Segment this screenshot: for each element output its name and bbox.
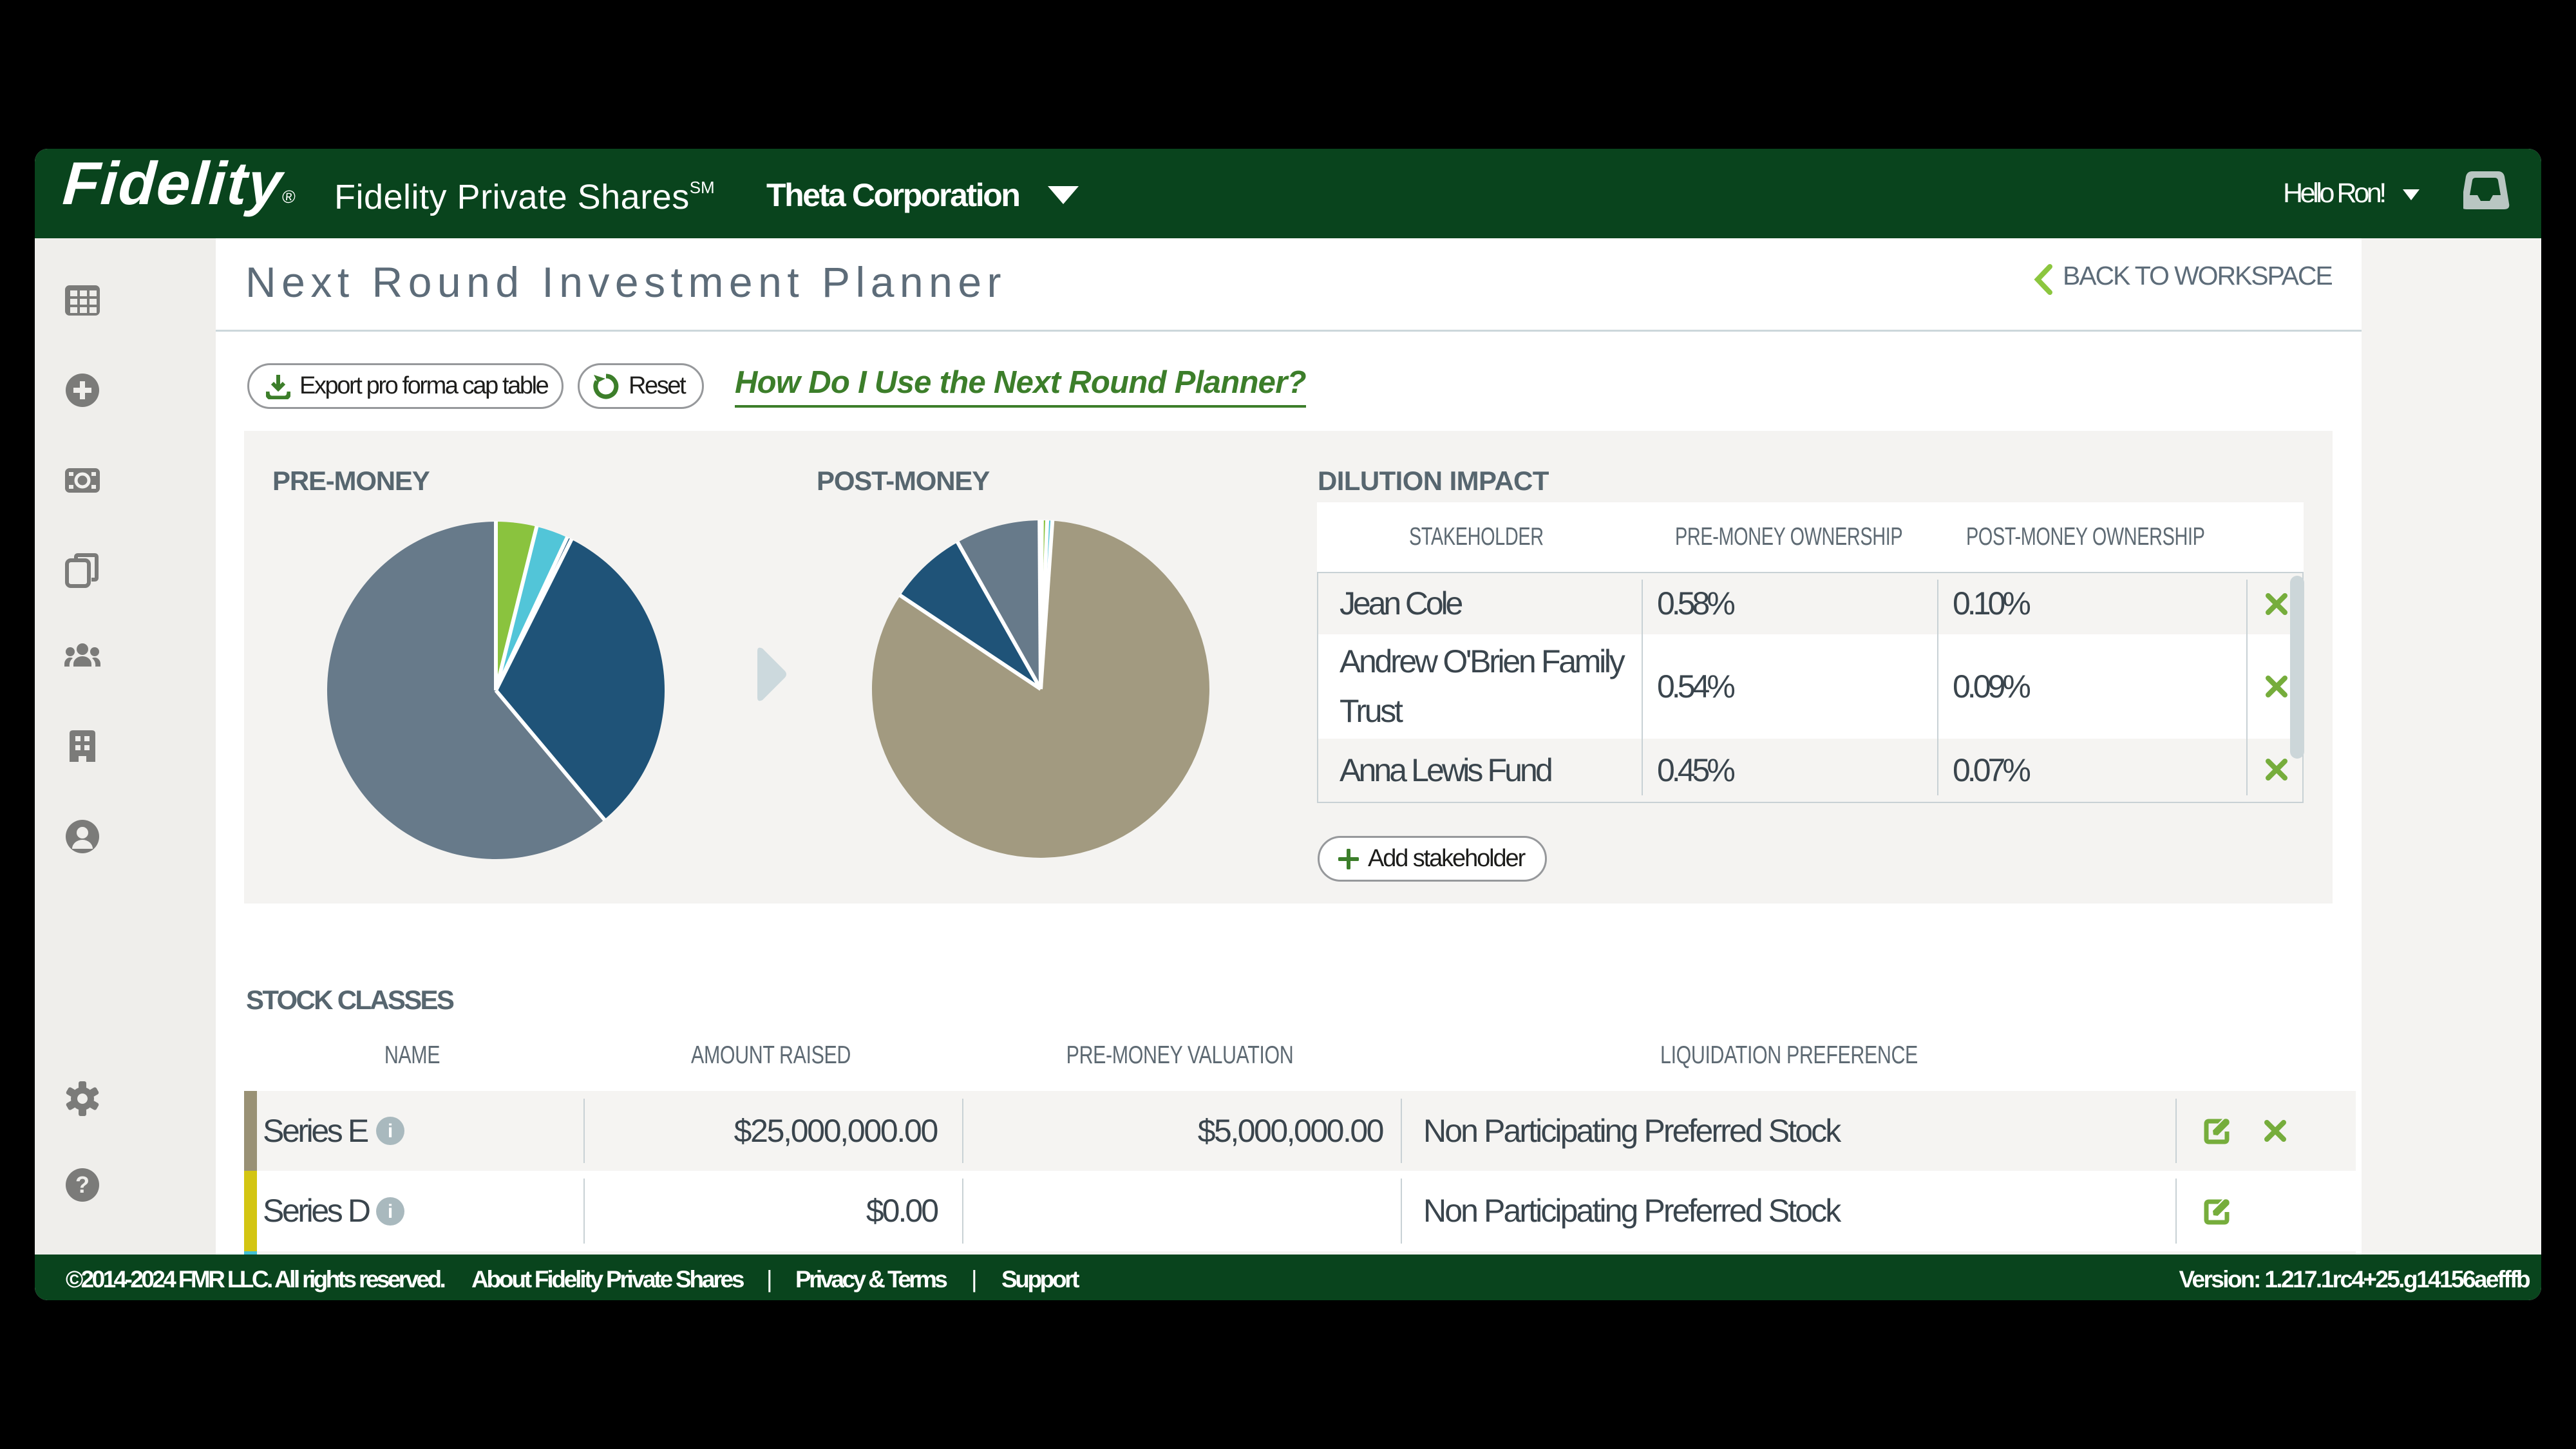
svg-text:?: ? <box>75 1171 90 1198</box>
svg-text:i: i <box>388 1121 393 1142</box>
svg-text:i: i <box>388 1201 393 1222</box>
